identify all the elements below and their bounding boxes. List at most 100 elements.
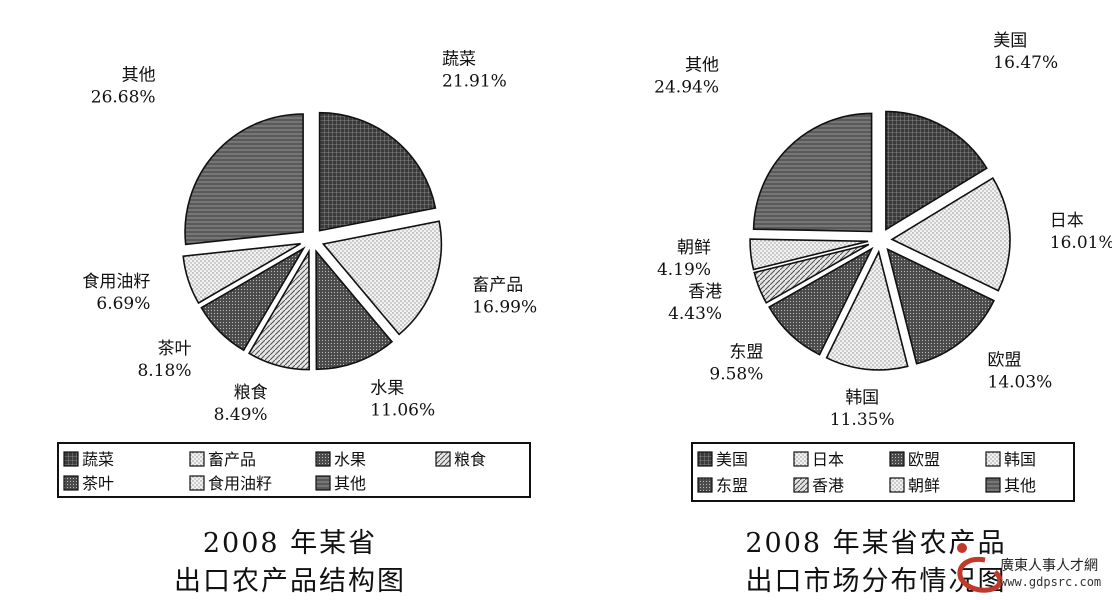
slice-value-label: 24.94% (654, 78, 719, 98)
pie-slice (200, 246, 306, 352)
slice-name-label: 日本 (1050, 211, 1084, 231)
slice-name-label: 茶叶 (158, 339, 192, 359)
legend-swatch (889, 477, 905, 493)
legend-label: 美国 (716, 450, 748, 469)
slice-value-label: 6.69% (96, 294, 150, 314)
slice-value-label: 4.19% (657, 260, 711, 280)
pie-slice (890, 177, 1011, 292)
chart-title-line2: 出口农产品结构图 (174, 566, 406, 597)
legend-swatch (315, 451, 331, 467)
slice-value-label: 14.03% (988, 373, 1053, 393)
legend-item: 茶叶 (63, 474, 114, 493)
legend-label: 其他 (334, 474, 366, 493)
legend-item: 日本 (793, 450, 844, 469)
pie-slice (885, 110, 988, 231)
slice-name-label: 其他 (685, 56, 719, 76)
legend-item: 粮食 (435, 450, 486, 469)
watermark-logo-dot (957, 543, 967, 553)
legend-item: 欧盟 (889, 450, 940, 469)
slice-value-label: 11.35% (830, 410, 895, 430)
slice-name-label: 蔬菜 (442, 50, 476, 70)
slice-name-label: 粮食 (234, 383, 268, 403)
legend-label: 香港 (812, 476, 844, 495)
chart-title-line1: 2008 年某省农产品 (745, 528, 1006, 559)
legend-swatch (793, 451, 809, 467)
pie-slice (184, 113, 304, 246)
slice-name-label: 东盟 (729, 343, 763, 363)
legend-label: 朝鲜 (908, 476, 940, 495)
legend-label: 茶叶 (82, 474, 114, 493)
pie-slice (318, 111, 437, 232)
legend-swatch (63, 475, 79, 491)
watermark-name: 廣東人事人才網 (1000, 557, 1098, 574)
legend-swatch (315, 475, 331, 491)
slice-name-label: 欧盟 (988, 351, 1022, 371)
legend-swatch (697, 451, 713, 467)
pie-slice (825, 249, 909, 371)
legend-item: 水果 (315, 450, 366, 469)
slice-value-label: 21.91% (442, 72, 507, 92)
slice-value-label: 9.58% (709, 365, 763, 385)
slice-value-label: 8.49% (214, 405, 268, 425)
watermark-logo: 廣東人事人才網 www.gdpsrc.com (957, 543, 1101, 593)
legend-item: 东盟 (697, 476, 748, 495)
legend-label: 畜产品 (208, 450, 256, 469)
legend-swatch (435, 451, 451, 467)
legend-item: 食用油籽 (189, 474, 272, 493)
pie-slice (753, 243, 870, 304)
legend-label: 欧盟 (908, 450, 940, 469)
legend-item: 朝鲜 (889, 476, 940, 495)
legend-swatch (889, 451, 905, 467)
legend-label: 东盟 (716, 476, 748, 495)
watermark-logo-swirl (957, 556, 1003, 593)
slice-value-label: 26.68% (91, 87, 156, 107)
slice-name-label: 其他 (122, 65, 156, 85)
legend-swatch (189, 475, 205, 491)
legend-swatch (63, 451, 79, 467)
slice-name-label: 朝鲜 (677, 238, 711, 258)
slice-name-label: 食用油籽 (82, 272, 150, 292)
slice-value-label: 11.06% (370, 401, 435, 421)
legend-swatch (697, 477, 713, 493)
legend-frame (691, 442, 1075, 502)
legend-label: 日本 (812, 450, 844, 469)
legend-item: 其他 (985, 476, 1036, 495)
legend-item: 蔬菜 (63, 450, 114, 469)
legend-item: 畜产品 (189, 450, 256, 469)
slice-value-label: 16.01% (1050, 233, 1112, 253)
slice-value-label: 16.99% (472, 298, 537, 318)
pie-slice (248, 248, 311, 371)
pie-slice (752, 112, 873, 233)
pie-slice (321, 220, 443, 336)
pie-slice (182, 242, 302, 305)
legend-label: 韩国 (1004, 450, 1036, 469)
legend-item: 韩国 (985, 450, 1036, 469)
slice-value-label: 16.47% (993, 53, 1058, 73)
legend-label: 食用油籽 (208, 474, 272, 493)
legend-label: 蔬菜 (82, 450, 114, 469)
pie-slice (768, 246, 874, 356)
legend-label: 其他 (1004, 476, 1036, 495)
legend-frame (57, 442, 531, 498)
legend-swatch (793, 477, 809, 493)
legend-item: 美国 (697, 450, 748, 469)
slice-name-label: 水果 (370, 379, 404, 399)
slice-name-label: 韩国 (845, 388, 879, 408)
legend-swatch (985, 477, 1001, 493)
slice-value-label: 4.43% (668, 304, 722, 324)
legend-item: 香港 (793, 476, 844, 495)
legend-swatch (985, 451, 1001, 467)
slice-name-label: 香港 (688, 282, 722, 302)
watermark-url: www.gdpsrc.com (1000, 575, 1101, 589)
slice-value-label: 8.18% (137, 361, 191, 381)
legend-swatch (189, 451, 205, 467)
legend-label: 粮食 (454, 450, 486, 469)
pie-slice (315, 249, 394, 371)
slice-name-label: 畜产品 (472, 276, 523, 296)
chart-title-line2: 出口市场分布情况图 (746, 566, 1007, 597)
